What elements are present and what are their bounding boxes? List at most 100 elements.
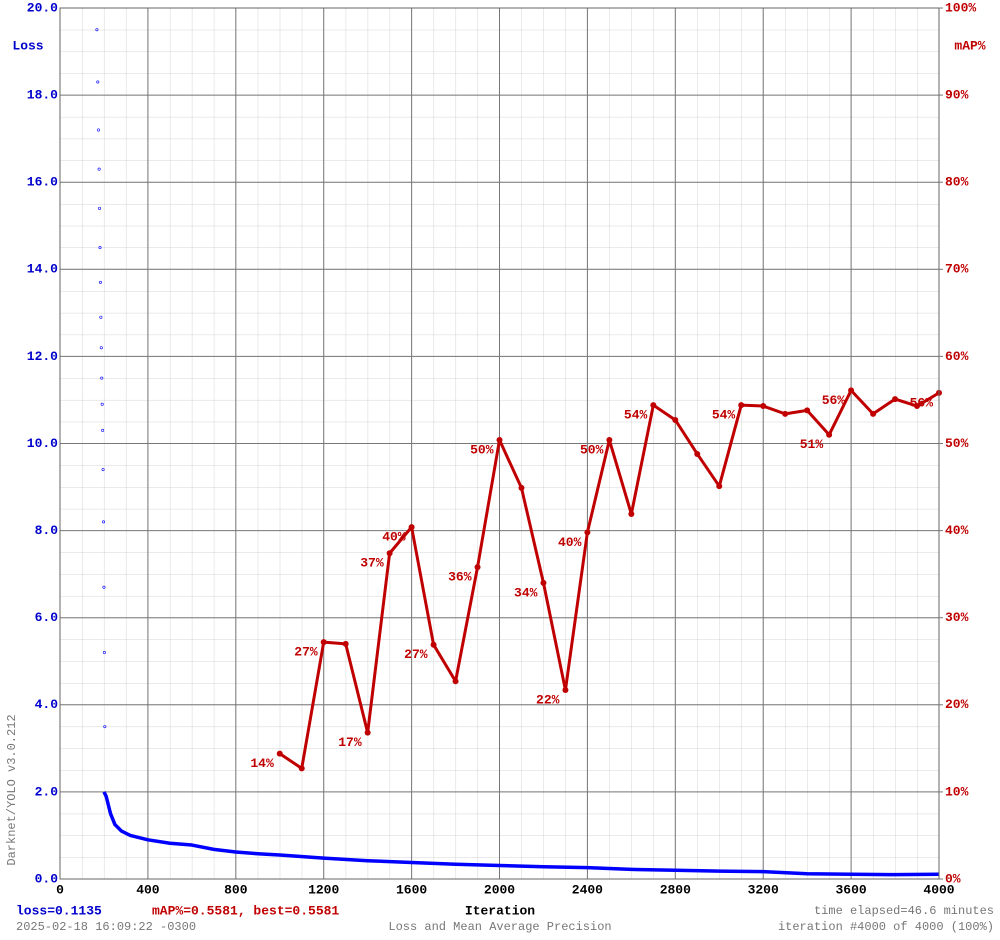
value-label: 50% — [470, 442, 494, 457]
y2-tick-label: 70% — [945, 262, 969, 277]
map-point — [430, 641, 437, 648]
loss-point — [102, 585, 106, 589]
map-point — [672, 416, 679, 423]
x-tick-label: 400 — [136, 882, 160, 897]
map-point — [628, 511, 635, 518]
y-tick-label: 10.0 — [27, 436, 58, 451]
y-tick-label: 14.0 — [27, 262, 58, 277]
x-tick-label: 3600 — [835, 882, 866, 897]
y-tick-label: 8.0 — [35, 523, 59, 538]
y-tick-label: 20.0 — [27, 0, 58, 15]
map-point — [804, 407, 811, 414]
timestamp: 2025-02-18 16:09:22 -0300 — [16, 920, 196, 934]
y-tick-label: 2.0 — [35, 784, 59, 799]
chart-subtitle: Loss and Mean Average Precision — [388, 920, 611, 934]
loss-point — [95, 28, 99, 32]
y2-tick-label: 80% — [945, 175, 969, 190]
value-label: 56% — [822, 393, 846, 408]
value-label: 51% — [800, 437, 824, 452]
value-label: 27% — [404, 647, 428, 662]
map-point — [584, 529, 591, 536]
loss-line — [102, 791, 940, 877]
version-label: Darknet/YOLO v3.0.212 — [5, 714, 19, 865]
x-tick-label: 800 — [224, 882, 248, 897]
map-point — [892, 396, 899, 403]
value-label: 54% — [624, 408, 648, 423]
loss-point — [100, 402, 104, 406]
y2-axis-label: mAP% — [954, 38, 985, 53]
map-point — [716, 483, 723, 490]
value-label: 22% — [536, 692, 560, 707]
y2-tick-label: 30% — [945, 610, 969, 625]
value-label: 37% — [360, 556, 384, 571]
y2-tick-label: 60% — [945, 349, 969, 364]
elapsed: time elapsed=46.6 minutes — [814, 904, 994, 918]
y-axis-label: Loss — [12, 38, 43, 53]
y2-tick-label: 90% — [945, 88, 969, 103]
loss-point — [96, 128, 100, 132]
y-tick-label: 12.0 — [27, 349, 58, 364]
loss-point — [100, 376, 104, 380]
map-point — [342, 640, 349, 647]
loss-point — [96, 80, 100, 84]
map-point — [914, 403, 921, 410]
map-summary: mAP%=0.5581, best=0.5581 — [152, 903, 339, 918]
x-axis-label: Iteration — [465, 903, 535, 918]
y-tick-label: 6.0 — [35, 610, 59, 625]
value-label: 17% — [338, 735, 362, 750]
value-label: 40% — [558, 535, 582, 550]
map-point — [408, 524, 415, 531]
y2-tick-label: 40% — [945, 523, 969, 538]
x-tick-label: 1600 — [396, 882, 427, 897]
y2-tick-label: 100% — [945, 0, 976, 15]
map-point — [496, 437, 503, 444]
x-tick-label: 2800 — [660, 882, 691, 897]
y-tick-label: 18.0 — [27, 88, 58, 103]
map-point — [298, 765, 305, 772]
loss-point — [103, 725, 107, 729]
loss-point — [97, 167, 101, 171]
loss-point — [99, 315, 103, 319]
value-label: 34% — [514, 585, 538, 600]
x-tick-label: 1200 — [308, 882, 339, 897]
value-label: 36% — [448, 570, 472, 585]
loss-point — [99, 346, 103, 350]
loss-point — [101, 428, 105, 432]
map-point — [364, 729, 371, 736]
value-label: 40% — [382, 530, 406, 545]
loss-point — [102, 651, 106, 655]
value-label: 50% — [580, 442, 604, 457]
map-point — [826, 431, 833, 438]
y-tick-label: 16.0 — [27, 175, 58, 190]
loss-point — [98, 206, 102, 210]
value-label: 14% — [250, 756, 274, 771]
map-point — [562, 686, 569, 693]
iteration-status: iteration #4000 of 4000 (100%) — [778, 920, 994, 934]
x-tick-label: 2000 — [484, 882, 515, 897]
y2-tick-label: 10% — [945, 784, 969, 799]
map-point — [386, 550, 393, 557]
x-tick-label: 2400 — [572, 882, 603, 897]
y-tick-label: 0.0 — [35, 871, 59, 886]
map-point — [276, 750, 283, 757]
x-tick-label: 4000 — [923, 882, 954, 897]
map-point — [474, 564, 481, 571]
map-point — [760, 403, 767, 410]
x-tick-label: 3200 — [748, 882, 779, 897]
loss-point — [98, 280, 102, 284]
y-tick-label: 4.0 — [35, 697, 59, 712]
y2-tick-label: 50% — [945, 436, 969, 451]
map-point — [782, 410, 789, 417]
map-point — [452, 678, 459, 685]
map-point — [540, 579, 547, 586]
value-label: 56% — [910, 395, 934, 410]
y2-tick-label: 0% — [945, 871, 961, 886]
map-point — [694, 450, 701, 457]
map-point — [606, 437, 613, 444]
value-label: 54% — [712, 408, 736, 423]
loss-point — [101, 468, 105, 472]
map-point — [848, 387, 855, 394]
loss-summary: loss=0.1135 — [16, 903, 102, 918]
x-tick-label: 0 — [56, 882, 64, 897]
